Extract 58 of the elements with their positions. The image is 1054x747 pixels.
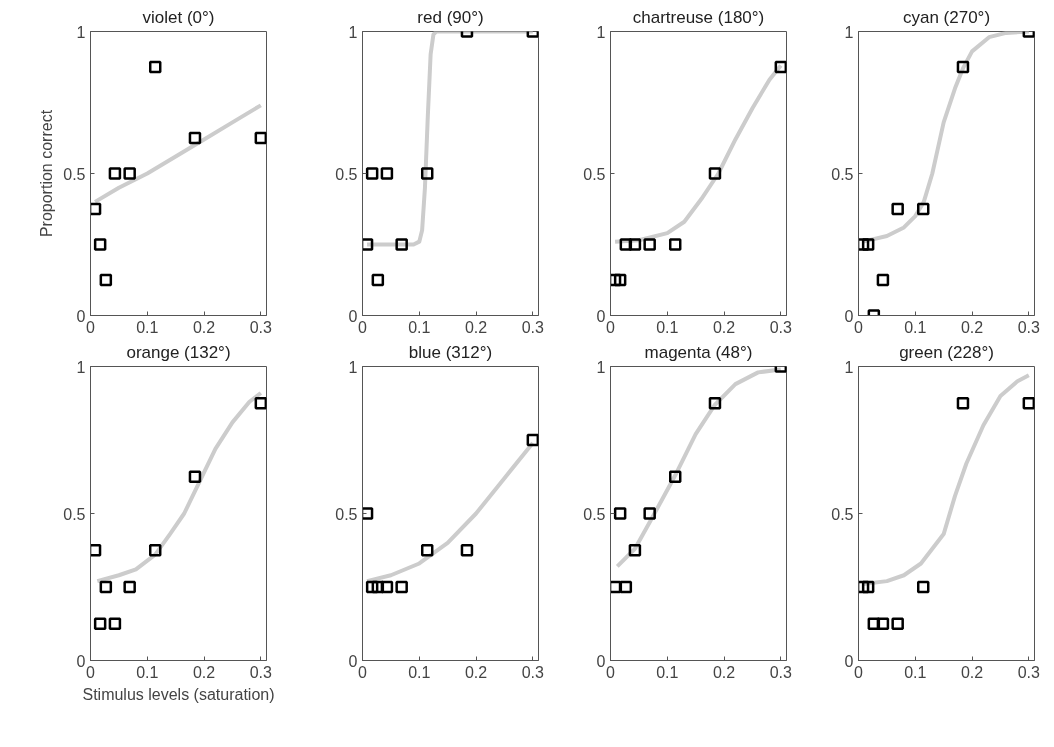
x-tick-label: 0.3 (769, 318, 793, 336)
y-tick-label: 1 (596, 23, 606, 41)
chart-title: chartreuse (180°) (632, 7, 765, 27)
x-tick-label: 0.1 (408, 663, 431, 681)
x-tick-label: 0.2 (712, 663, 736, 681)
x-tick-label: 0.1 (136, 663, 159, 681)
y-tick-label: 0.5 (583, 505, 606, 523)
x-tick-label: 0.1 (408, 318, 431, 336)
x-tick-label: 0.2 (192, 663, 216, 681)
x-tick-label: 0.3 (249, 318, 273, 336)
y-tick-label: 1 (348, 23, 358, 41)
chart-title: violet (0°) (142, 7, 215, 27)
y-tick-label: 1 (76, 358, 86, 376)
y-tick-label: 0 (844, 652, 854, 670)
y-tick-label: 0.5 (831, 505, 854, 523)
y-tick-label: 1 (596, 358, 606, 376)
x-tick-label: 0.2 (712, 318, 736, 336)
y-tick-label: 0 (76, 307, 86, 325)
x-tick-label: 0.2 (960, 318, 984, 336)
chart-title: cyan (270°) (902, 7, 991, 27)
x-tick-label: 0.1 (656, 663, 679, 681)
y-tick-label: 0 (348, 307, 358, 325)
y-tick-label: 0.5 (583, 165, 606, 183)
x-tick-label: 0.1 (904, 318, 927, 336)
x-tick-label: 0.2 (960, 663, 984, 681)
x-tick-label: 0.3 (1017, 318, 1041, 336)
y-tick-label: 0 (844, 307, 854, 325)
x-tick-label: 0.2 (192, 318, 216, 336)
y-tick-label: 0.5 (63, 505, 86, 523)
x-tick-label: 0.3 (249, 663, 273, 681)
x-tick-label: 0.3 (769, 663, 793, 681)
y-tick-label: 1 (844, 23, 854, 41)
chart-title: red (90°) (417, 7, 484, 27)
y-tick-label: 0.5 (335, 165, 358, 183)
y-tick-label: 0 (596, 307, 606, 325)
x-tick-label: 0.3 (521, 318, 545, 336)
y-tick-label: 0.5 (335, 505, 358, 523)
x-tick-label: 0.1 (656, 318, 679, 336)
chart-title: orange (132°) (126, 342, 231, 362)
x-axis-title: Stimulus levels (saturation) (82, 685, 275, 703)
x-tick-label: 0.2 (464, 318, 488, 336)
y-tick-label: 0.5 (831, 165, 854, 183)
y-tick-label: 1 (844, 358, 854, 376)
x-tick-label: 0.1 (904, 663, 927, 681)
x-tick-label: 0.3 (1017, 663, 1041, 681)
y-tick-label: 0 (76, 652, 86, 670)
y-tick-label: 1 (76, 23, 86, 41)
y-axis-title: Proportion correct (38, 109, 56, 238)
x-tick-label: 0.2 (464, 663, 488, 681)
y-tick-label: 1 (348, 358, 358, 376)
chart-title: blue (312°) (408, 342, 493, 362)
y-tick-label: 0 (348, 652, 358, 670)
chart-title: green (228°) (899, 342, 994, 362)
y-tick-label: 0 (596, 652, 606, 670)
x-tick-label: 0.3 (521, 663, 545, 681)
chart-title: magenta (48°) (644, 342, 753, 362)
x-tick-label: 0.1 (136, 318, 159, 336)
y-tick-label: 0.5 (63, 165, 86, 183)
